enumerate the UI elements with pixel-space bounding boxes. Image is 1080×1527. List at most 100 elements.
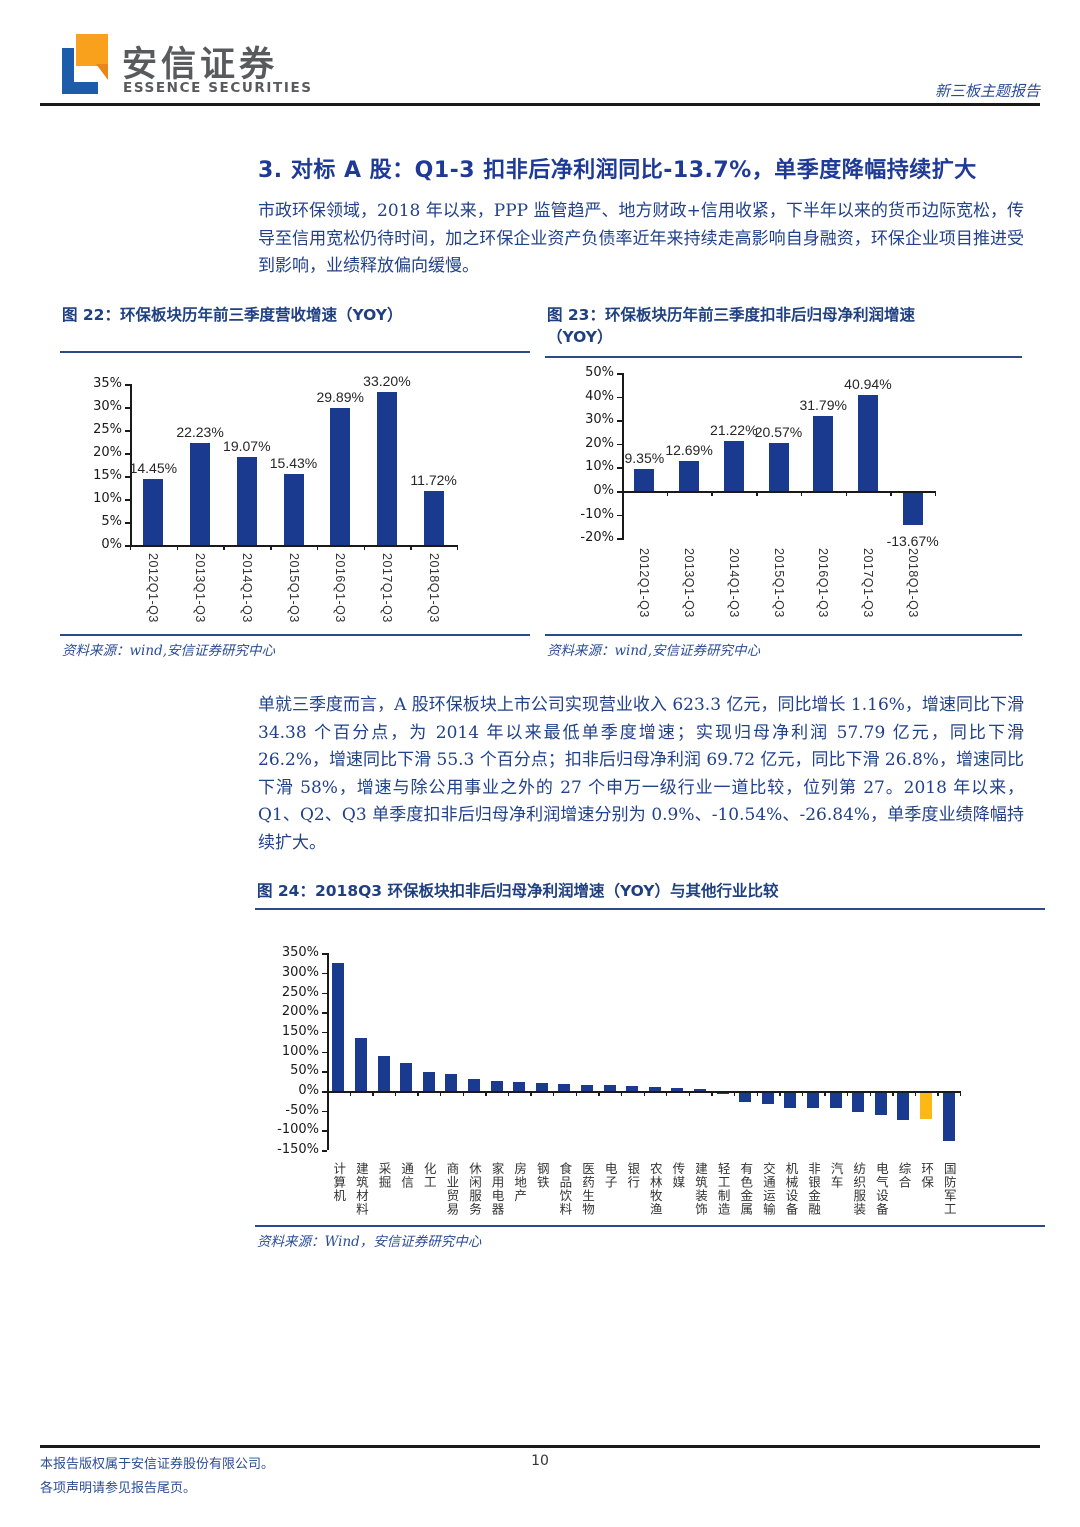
x-category-label: 计算机 <box>331 1162 347 1203</box>
page-number: 10 <box>531 1453 549 1469</box>
y-axis-tick <box>617 373 622 375</box>
x-category-label: 2017Q1-Q3 <box>860 548 875 618</box>
x-axis-tick <box>575 1091 578 1096</box>
bar-value-label: -13.67% <box>886 533 939 550</box>
x-category-label: 农林牧渔 <box>647 1162 663 1216</box>
x-axis-tick <box>666 491 669 496</box>
bar-value-label: 14.45% <box>129 459 178 476</box>
bar-环保 <box>920 1092 933 1120</box>
x-axis-tick <box>960 1091 962 1096</box>
logo-blue-shape <box>62 48 98 94</box>
y-axis-tick-label: 10% <box>93 491 122 506</box>
bar-有色金属 <box>739 1092 752 1103</box>
x-category-label: 电子 <box>602 1162 618 1189</box>
bar-采掘 <box>377 1055 390 1091</box>
x-axis-tick <box>824 1091 826 1096</box>
figure-23-caption: 图 23：环保板块历年前三季度扣非后归母净利润增速（YOY） <box>547 306 915 346</box>
y-axis-tick <box>125 453 130 455</box>
x-axis-tick <box>756 491 758 496</box>
brand-name: 安信证券 <box>122 45 279 85</box>
x-category-label: 汽车 <box>828 1162 844 1189</box>
figure-22-caption-rule <box>60 351 530 353</box>
x-axis-line <box>622 491 935 493</box>
y-axis-line <box>130 384 132 545</box>
y-axis-tick-label: 40% <box>585 388 614 404</box>
footer-rule <box>40 1445 1040 1448</box>
y-axis-tick-label: -10% <box>580 506 614 522</box>
bar-2018Q1-Q3 <box>902 492 923 525</box>
y-axis-tick-label: 50% <box>585 365 614 381</box>
x-axis-tick <box>270 545 272 550</box>
y-axis-tick <box>617 538 622 540</box>
bar-2014Q1-Q3 <box>723 441 744 491</box>
y-axis-tick <box>322 953 327 955</box>
bar-2012Q1-Q3 <box>143 478 164 545</box>
y-axis-tick-label: 350% <box>281 945 319 961</box>
paragraph-1: 市政环保领域，2018 年以来，PPP 监管趋严、地方财政+信用收紧，下半年以来… <box>258 201 1024 276</box>
y-axis-tick <box>322 1012 327 1014</box>
bar-value-label: 29.89% <box>316 388 364 405</box>
bar-银行 <box>626 1086 639 1091</box>
bar-商业贸易 <box>445 1074 458 1091</box>
bar-纺织服装 <box>852 1092 865 1112</box>
x-category-label: 通信 <box>399 1162 415 1189</box>
y-axis-tick <box>322 1110 327 1113</box>
figure-23-source: 资料来源：wind,安信证券研究中心 <box>547 643 761 659</box>
bar-2014Q1-Q3 <box>236 457 257 545</box>
y-axis-tick <box>617 420 622 422</box>
x-axis-tick <box>530 1091 532 1096</box>
bar-2015Q1-Q3 <box>768 442 789 491</box>
x-category-label: 环保 <box>919 1162 935 1189</box>
x-category-label: 钢铁 <box>534 1162 550 1189</box>
figure-24-caption: 图 24：2018Q3 环保板块扣非后归母净利润增速（YOY）与其他行业比较 <box>257 882 779 900</box>
bar-2012Q1-Q3 <box>634 468 655 491</box>
figure-22: 图 22：环保板块历年前三季度营收增速（YOY） 35% 30% 25% 20% 15%… <box>60 300 530 662</box>
bar-建筑材料 <box>354 1037 367 1091</box>
x-axis-tick <box>620 1091 623 1096</box>
x-category-label: 2012Q1-Q3 <box>637 548 652 618</box>
x-category-label: 建筑材料 <box>353 1162 369 1216</box>
y-axis-tick <box>617 396 622 399</box>
y-axis-tick <box>125 545 130 547</box>
x-axis-tick <box>349 1091 351 1096</box>
bar-国防军工 <box>942 1092 955 1141</box>
bar-value-label: 31.79% <box>799 397 847 414</box>
x-category-label: 机械设备 <box>783 1162 799 1216</box>
header-rule <box>40 103 1040 106</box>
bar-value-label: 19.07% <box>223 438 271 455</box>
footer-copyright-2: 各项声明请参见报告尾页。 <box>40 1481 197 1496</box>
y-axis-tick-label: 100% <box>281 1043 319 1059</box>
y-axis-tick-label: 30% <box>585 412 614 428</box>
x-axis-tick <box>507 1091 510 1096</box>
y-axis-tick-label: 150% <box>281 1023 319 1039</box>
y-axis-tick-label: 0% <box>593 483 614 498</box>
x-category-label: 轻工制造 <box>715 1162 731 1216</box>
x-axis-tick <box>130 545 132 550</box>
x-axis-tick <box>756 1091 758 1096</box>
y-axis-tick-label: 250% <box>281 984 319 1000</box>
y-axis-tick-label: 30% <box>93 399 122 414</box>
x-axis-tick <box>779 1091 781 1096</box>
x-axis-tick <box>417 1091 419 1096</box>
bar-建筑装饰 <box>694 1089 707 1091</box>
brand-subtitle: ESSENCE SECURITIES <box>123 80 313 96</box>
bar-非银金融 <box>807 1092 820 1108</box>
x-axis-tick <box>622 491 624 496</box>
x-category-label: 房地产 <box>512 1162 528 1203</box>
y-axis-tick <box>125 430 130 432</box>
y-axis-tick-label: 10% <box>585 459 614 475</box>
bar-计算机 <box>332 962 345 1091</box>
bar-房地产 <box>513 1082 526 1091</box>
y-axis-tick <box>125 522 130 524</box>
bar-value-label: 9.35% <box>624 449 665 466</box>
x-axis-tick <box>937 1091 939 1096</box>
bar-2016Q1-Q3 <box>813 416 834 491</box>
y-axis-tick-label: 20% <box>93 445 122 460</box>
bar-2016Q1-Q3 <box>330 407 351 545</box>
figure-24-source-rule <box>255 1225 1045 1227</box>
y-axis-tick-label: 300% <box>281 964 319 980</box>
y-axis-tick <box>322 972 327 975</box>
y-axis-tick <box>322 1031 327 1034</box>
bar-钢铁 <box>535 1083 548 1091</box>
